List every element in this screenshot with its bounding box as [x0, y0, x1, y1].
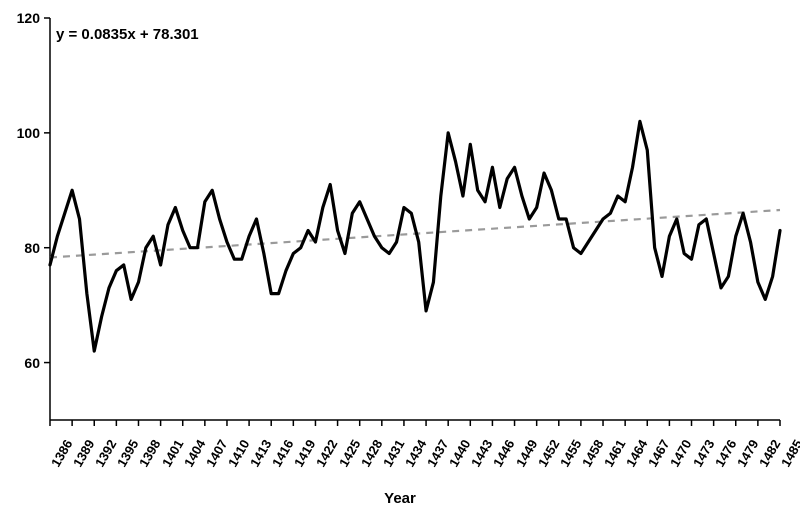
ytick-label: 60: [0, 355, 40, 371]
line-chart: y = 0.0835x + 78.301 Year 60801001201386…: [0, 0, 800, 519]
ytick-label: 120: [0, 10, 40, 26]
ytick-label: 80: [0, 240, 40, 256]
ytick-label: 100: [0, 125, 40, 141]
